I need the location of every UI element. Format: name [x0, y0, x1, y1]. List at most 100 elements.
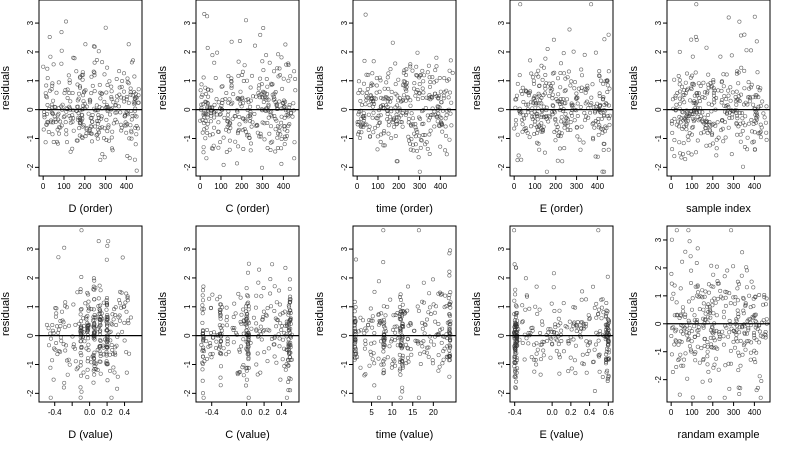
data-point [219, 84, 224, 89]
y-axis-label: residuals [471, 65, 483, 110]
data-point [573, 371, 578, 376]
data-point [669, 333, 674, 338]
data-point [676, 357, 681, 362]
x-tick-label: 400 [591, 182, 605, 191]
data-point [214, 339, 219, 344]
data-point [240, 69, 245, 74]
y-tick-label: 0 [26, 107, 35, 112]
data-point [97, 320, 102, 325]
data-point [115, 386, 120, 391]
data-point [714, 146, 719, 151]
data-point [433, 319, 438, 324]
data-point [718, 288, 723, 293]
data-point [751, 285, 756, 290]
data-point [204, 156, 209, 161]
data-point [247, 113, 252, 118]
data-point [62, 325, 67, 330]
data-point [278, 377, 283, 382]
data-point [79, 353, 84, 358]
data-point [441, 349, 446, 354]
data-point [725, 268, 730, 273]
data-point [114, 120, 119, 125]
data-point [122, 123, 127, 128]
data-point [564, 97, 569, 102]
data-point [447, 137, 452, 142]
data-point [603, 124, 608, 129]
data-point [394, 324, 399, 329]
data-point [536, 141, 541, 146]
data-point [692, 334, 697, 339]
data-point [256, 280, 261, 285]
data-point [448, 58, 453, 63]
data-point [109, 321, 114, 326]
data-point [284, 134, 289, 139]
data-point [512, 360, 517, 365]
data-point [110, 129, 115, 134]
data-point [394, 159, 399, 164]
data-point [126, 42, 131, 47]
data-point [709, 284, 714, 289]
y-tick-label: -2 [497, 389, 506, 397]
data-point [79, 228, 84, 233]
data-point [73, 359, 78, 364]
data-point [605, 323, 610, 328]
data-point [231, 314, 236, 319]
data-point [562, 120, 567, 125]
data-point [217, 307, 222, 312]
data-point [710, 131, 715, 136]
data-point [250, 120, 255, 125]
data-point [98, 288, 103, 293]
x-tick-label: 300 [413, 182, 427, 191]
data-point [84, 131, 89, 136]
data-point [71, 342, 76, 347]
data-point [101, 345, 106, 350]
data-point [242, 63, 247, 68]
data-point [540, 339, 545, 344]
data-point [566, 69, 571, 74]
data-point [381, 304, 386, 309]
data-point [704, 304, 709, 309]
data-point [748, 305, 753, 310]
data-point [263, 106, 268, 111]
data-point [390, 40, 395, 45]
data-point [125, 154, 130, 159]
data-point [531, 81, 536, 86]
data-point [386, 123, 391, 128]
data-point [288, 340, 293, 345]
data-point [552, 308, 557, 313]
data-point [375, 147, 380, 152]
data-point [391, 116, 396, 121]
data-point [100, 152, 105, 157]
data-point [580, 289, 585, 294]
y-tick-label: -1 [183, 360, 192, 368]
data-point [282, 346, 287, 351]
data-point [99, 116, 104, 121]
data-point [352, 309, 357, 314]
data-point [734, 113, 739, 118]
data-point [690, 395, 695, 400]
x-tick-label: 400 [120, 182, 134, 191]
data-point [513, 385, 518, 390]
x-axis-label: E (order) [540, 203, 583, 215]
y-tick-label: -1 [340, 134, 349, 142]
data-point [513, 368, 518, 373]
data-point [683, 80, 688, 85]
data-point [572, 86, 577, 91]
data-point [134, 95, 139, 100]
data-point [757, 292, 762, 297]
data-point [417, 82, 422, 87]
data-point [352, 299, 357, 304]
data-point [593, 104, 598, 109]
data-point [87, 97, 92, 102]
data-point [393, 363, 398, 368]
data-point [90, 139, 95, 144]
data-point [431, 302, 436, 307]
y-tick-label: -2 [497, 163, 506, 171]
data-point [364, 122, 369, 127]
data-point [75, 104, 80, 109]
data-point [113, 305, 118, 310]
data-point [724, 325, 729, 330]
data-point [711, 80, 716, 85]
data-point [83, 134, 88, 139]
data-point [739, 65, 744, 70]
